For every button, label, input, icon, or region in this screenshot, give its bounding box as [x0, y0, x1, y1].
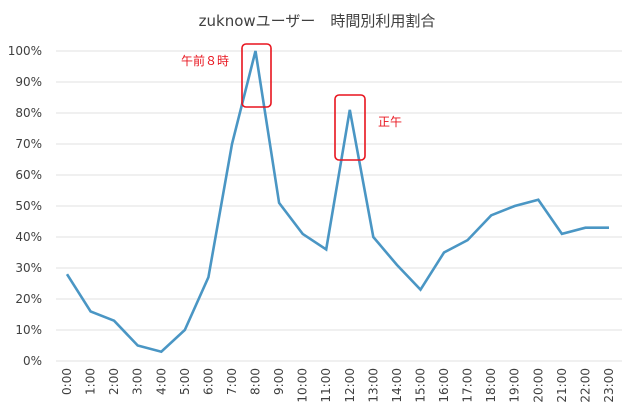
x-tick-label: 18:00	[484, 368, 498, 403]
x-tick-label: 10:00	[296, 368, 310, 403]
y-tick-label: 0%	[23, 354, 42, 368]
y-tick-label: 90%	[15, 75, 42, 89]
annotation-box-8am	[241, 43, 272, 108]
x-tick-label: 22:00	[578, 368, 592, 403]
x-tick-label: 3:00	[131, 368, 145, 395]
x-tick-label: 6:00	[201, 368, 215, 395]
y-tick-label: 60%	[15, 168, 42, 182]
y-tick-label: 50%	[15, 199, 42, 213]
x-tick-label: 0:00	[60, 368, 74, 395]
y-tick-label: 30%	[15, 261, 42, 275]
x-axis-ticks: 0:00 1:00 2:00 3:00 4:00 5:00 6:00 7:00 8:00 9:00…	[60, 368, 616, 403]
y-tick-label: 80%	[15, 106, 42, 120]
x-tick-label: 12:00	[343, 368, 357, 403]
y-tick-label: 100%	[8, 44, 42, 58]
x-tick-label: 16:00	[437, 368, 451, 403]
annotation-label-8am: 午前８時	[181, 53, 229, 68]
x-tick-label: 7:00	[225, 368, 239, 395]
x-tick-label: 5:00	[178, 368, 192, 395]
x-tick-label: 23:00	[602, 368, 616, 403]
x-tick-label: 11:00	[319, 368, 333, 403]
x-tick-label: 15:00	[413, 368, 427, 403]
series-line	[65, 50, 609, 354]
chart-title: zuknowユーザー 時間別利用割合	[199, 12, 436, 30]
x-tick-label: 19:00	[508, 368, 522, 403]
annotation-box-noon	[334, 94, 366, 161]
x-tick-label: 9:00	[272, 368, 286, 395]
gridlines	[56, 50, 622, 362]
x-tick-label: 17:00	[461, 368, 475, 403]
x-tick-label: 2:00	[107, 368, 121, 395]
y-tick-label: 40%	[15, 230, 42, 244]
annotation-label-noon: 正午	[378, 115, 402, 129]
x-tick-label: 1:00	[84, 368, 98, 395]
x-tick-label: 8:00	[249, 368, 263, 395]
annotations: 午前８時 正午	[181, 43, 402, 161]
x-tick-label: 14:00	[390, 368, 404, 403]
y-tick-label: 70%	[15, 137, 42, 151]
x-tick-label: 21:00	[555, 368, 569, 403]
x-tick-label: 20:00	[531, 368, 545, 403]
x-tick-label: 13:00	[366, 368, 380, 403]
y-tick-label: 10%	[15, 323, 42, 337]
y-tick-label: 20%	[15, 292, 42, 306]
x-tick-label: 4:00	[154, 368, 168, 395]
y-axis-ticks: 0% 10% 20% 30% 40% 50% 60% 70% 80% 90% 100%	[8, 44, 42, 368]
